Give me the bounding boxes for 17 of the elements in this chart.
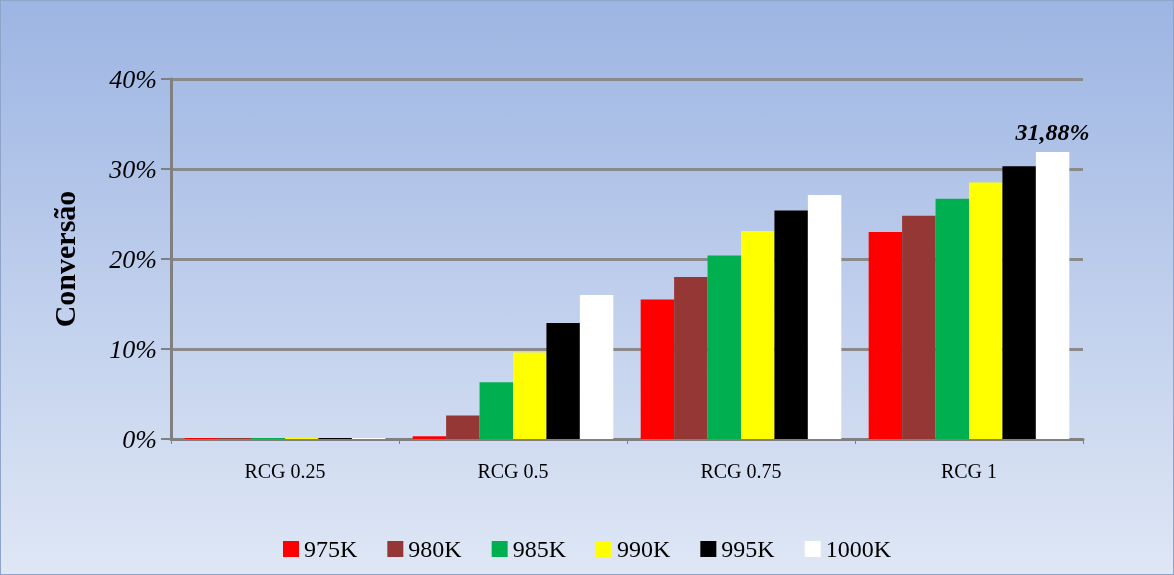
x-tick-label: RCG 0.75 [700,460,782,482]
legend-label: 980K [408,536,463,562]
y-tick-label: 40% [109,64,157,94]
legend-label: 975K [304,536,358,562]
x-tick-label: RCG 0.25 [244,460,326,482]
data-label: 31,88% [1014,119,1090,146]
x-tick-label: RCG 0.5 [477,460,549,482]
legend-label: 985K [512,536,567,562]
y-tick-label: 20% [109,244,157,274]
legend-label: 995K [721,536,776,562]
legend-label: 990K [617,536,671,562]
y-tick-label: 10% [109,334,157,364]
y-tick-label: 0% [122,424,157,454]
x-tick-label: RCG 1 [940,460,998,482]
y-axis-title: Conversão [47,190,81,328]
y-tick-label: 30% [108,154,157,184]
legend-label: 1000K [825,536,892,562]
